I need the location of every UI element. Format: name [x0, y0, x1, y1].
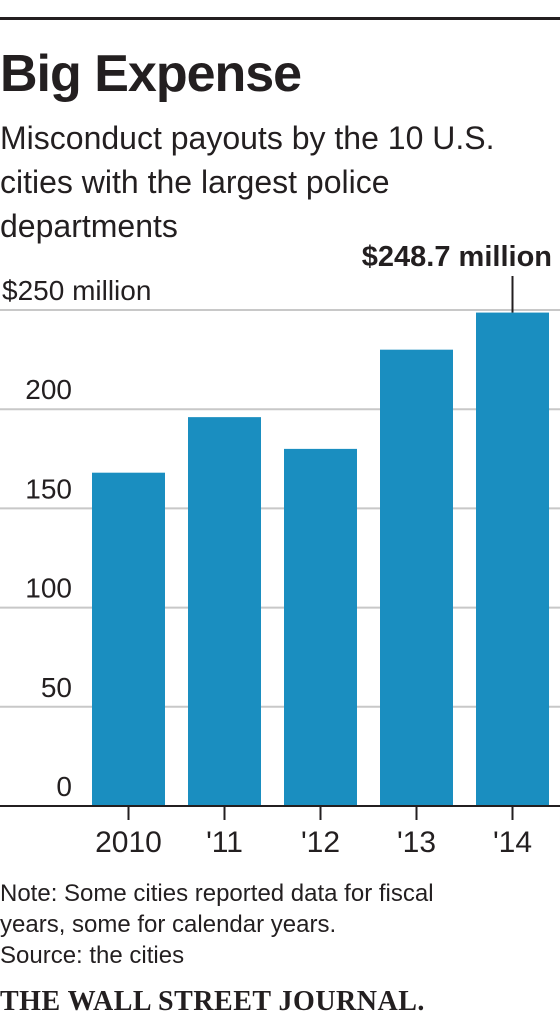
- chart-title: Big Expense: [0, 45, 302, 103]
- bar: [92, 472, 165, 806]
- publisher-credit: THE WALL STREET JOURNAL.: [0, 986, 425, 1017]
- bar: [284, 448, 357, 806]
- top-rule: [0, 17, 560, 20]
- x-tick-label: 2010: [95, 826, 162, 859]
- y-tick-label: 100: [25, 573, 72, 604]
- bar: [380, 349, 453, 806]
- y-tick-label: 150: [25, 473, 72, 504]
- annotation-label: $248.7 million: [362, 241, 552, 273]
- x-tick-label: '13: [397, 826, 436, 859]
- x-tick-label: '14: [493, 826, 532, 859]
- note-line: years, some for calendar years.: [0, 911, 337, 938]
- notes: Note: Some cities reported data for fisc…: [0, 878, 556, 971]
- note-line: Note: Some cities reported data for fisc…: [0, 880, 434, 907]
- y-tick-label: 0: [56, 771, 72, 802]
- chart-subtitle: Misconduct payouts by the 10 U.S. cities…: [0, 120, 495, 244]
- y-tick-label: 200: [25, 374, 72, 405]
- source-line: Source: the cities: [0, 942, 185, 969]
- y-tick-label: 50: [41, 672, 72, 703]
- bar: [188, 417, 261, 806]
- y-tick-label: $250 million: [2, 275, 151, 306]
- x-tick-label: '11: [206, 826, 243, 859]
- x-tick-label: '12: [301, 826, 340, 859]
- bar: [476, 312, 549, 806]
